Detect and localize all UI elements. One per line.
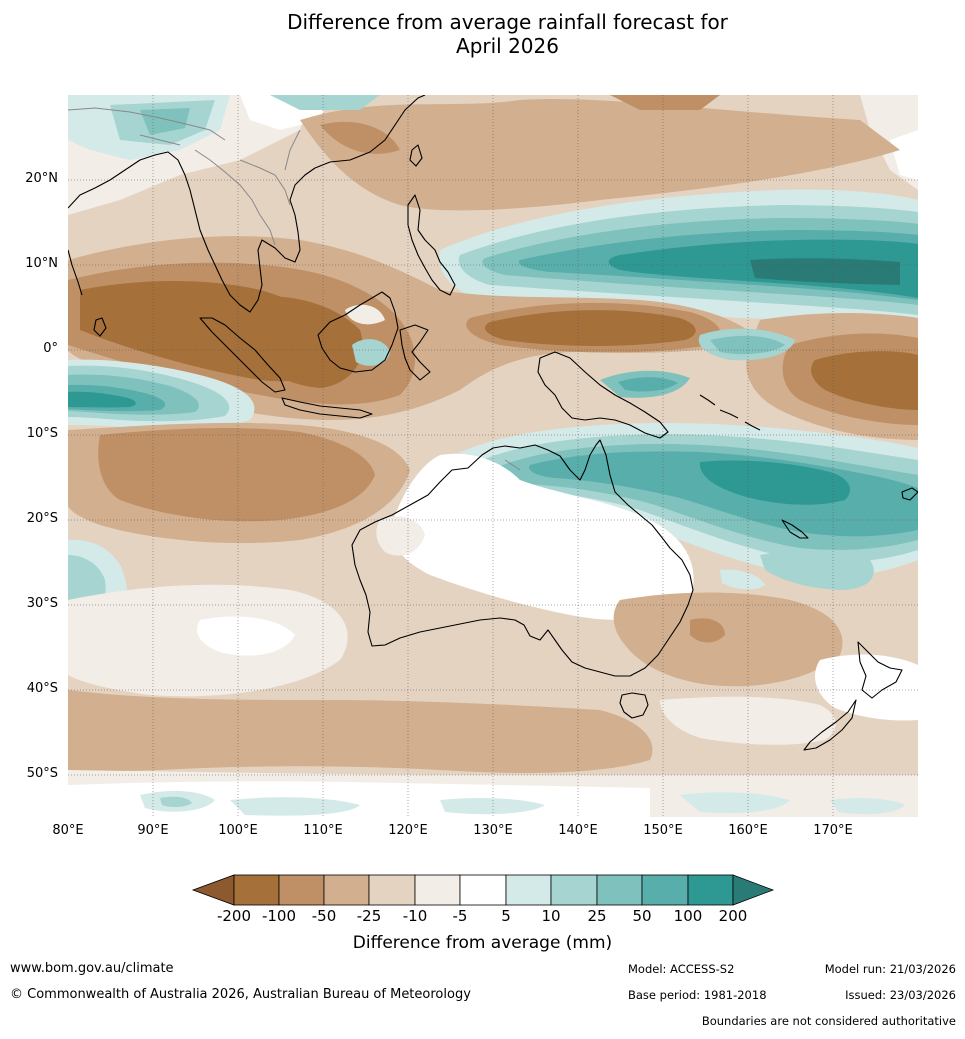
country-borders bbox=[68, 107, 521, 471]
lat-label-10n: 10°N bbox=[25, 256, 58, 271]
colorbar-segment-10 bbox=[641, 874, 689, 906]
colorbar-tick-label: -10 bbox=[402, 907, 428, 925]
colorbar-tick-label: -25 bbox=[356, 907, 382, 925]
colorbar-tick-label: -5 bbox=[452, 907, 468, 925]
colorbar-under-arrow bbox=[191, 874, 235, 906]
rainfall-anomaly-field bbox=[68, 95, 918, 817]
colorbar-tick-label: -100 bbox=[261, 907, 297, 925]
footer-base-period: Base period: 1981-2018 bbox=[628, 988, 767, 1002]
sulawesi-coastline bbox=[399, 324, 431, 381]
lon-label-170e: 170°E bbox=[813, 823, 853, 838]
lon-label-140e: 140°E bbox=[558, 823, 598, 838]
colorbar-tick-label: 200 bbox=[718, 907, 748, 925]
colorbar-tick-label: 100 bbox=[673, 907, 703, 925]
colorbar-tick-label: 25 bbox=[587, 907, 607, 925]
lon-label-160e: 160°E bbox=[728, 823, 768, 838]
lon-label-90e: 90°E bbox=[137, 823, 169, 838]
lat-label-40s: 40°S bbox=[26, 681, 58, 696]
australia-coastline bbox=[351, 439, 694, 677]
java-coastline bbox=[281, 397, 373, 419]
graticule bbox=[68, 95, 918, 817]
new-zealand-south-coastline bbox=[803, 699, 857, 751]
map-title-line-2: April 2026 bbox=[456, 34, 559, 58]
solomon-islands-coastline bbox=[699, 394, 761, 431]
lat-label-20n: 20°N bbox=[25, 171, 58, 186]
lon-label-80e: 80°E bbox=[52, 823, 84, 838]
tasmania-coastline bbox=[619, 692, 649, 719]
footer-website: www.bom.gov.au/climate bbox=[10, 961, 174, 976]
colorbar-tick-label: 5 bbox=[501, 907, 511, 925]
lon-label-120e: 120°E bbox=[388, 823, 428, 838]
taiwan-coastline bbox=[409, 144, 423, 167]
footer-disclaimer: Boundaries are not considered authoritat… bbox=[701, 1014, 956, 1028]
coastlines bbox=[68, 95, 918, 751]
borneo-coastline bbox=[317, 291, 399, 373]
colorbar-over-arrow bbox=[732, 874, 775, 906]
sri-lanka-coastline bbox=[93, 317, 107, 337]
colorbar bbox=[191, 874, 775, 906]
new-caledonia-coastline bbox=[781, 519, 809, 539]
colorbar-segment-2 bbox=[278, 874, 325, 906]
fiji-coastline bbox=[901, 487, 918, 501]
colorbar-segment-11 bbox=[687, 874, 734, 906]
colorbar-segment-5 bbox=[414, 874, 461, 906]
footer-copyright: © Commonwealth of Australia 2026, Austra… bbox=[10, 987, 471, 1002]
new-guinea-coastline bbox=[537, 351, 669, 439]
lat-label-10s: 10°S bbox=[26, 426, 58, 441]
footer-model-run: Model run: 21/03/2026 bbox=[824, 962, 956, 976]
lat-label-50s: 50°S bbox=[26, 766, 58, 781]
lon-label-130e: 130°E bbox=[473, 823, 513, 838]
colorbar-title: Difference from average (mm) bbox=[352, 933, 613, 953]
colorbar-segment-4 bbox=[368, 874, 416, 906]
asia-mainland-coastline bbox=[68, 95, 426, 313]
new-zealand-north-coastline bbox=[857, 641, 903, 699]
lon-label-100e: 100°E bbox=[218, 823, 258, 838]
colorbar-segment-1 bbox=[233, 874, 280, 906]
colorbar-segment-6 bbox=[459, 874, 507, 906]
footer-issued: Issued: 23/03/2026 bbox=[845, 988, 956, 1002]
lon-label-110e: 110°E bbox=[303, 823, 343, 838]
colorbar-segment-9 bbox=[596, 874, 643, 906]
colorbar-segment-8 bbox=[550, 874, 598, 906]
india-coastline bbox=[68, 249, 83, 296]
lat-label-0: 0° bbox=[43, 341, 58, 356]
colorbar-tick-label: 50 bbox=[632, 907, 652, 925]
footer-model: Model: ACCESS-S2 bbox=[628, 962, 735, 976]
lat-label-30s: 30°S bbox=[26, 596, 58, 611]
map-title-line-1: Difference from average rainfall forecas… bbox=[287, 10, 728, 34]
philippines-coastline bbox=[407, 194, 456, 296]
map-title: Difference from average rainfall forecas… bbox=[0, 10, 965, 58]
sumatra-coastline bbox=[199, 317, 286, 393]
colorbar-tick-label: 10 bbox=[541, 907, 561, 925]
colorbar-segment-7 bbox=[505, 874, 552, 906]
lon-label-150e: 150°E bbox=[643, 823, 683, 838]
colorbar-segment-3 bbox=[323, 874, 370, 906]
colorbar-tick-label: -200 bbox=[216, 907, 252, 925]
colorbar-tick-label: -50 bbox=[311, 907, 337, 925]
lat-label-20s: 20°S bbox=[26, 511, 58, 526]
